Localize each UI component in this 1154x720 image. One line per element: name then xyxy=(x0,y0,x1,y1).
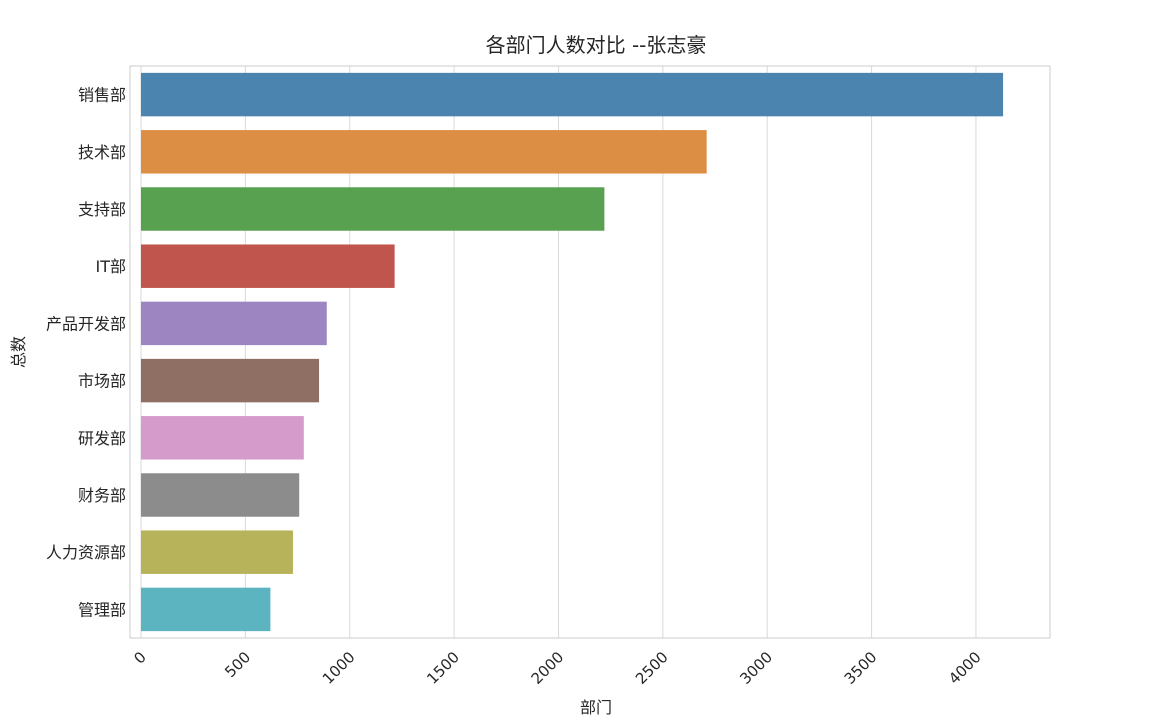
bar xyxy=(141,358,320,403)
x-tick-label: 4000 xyxy=(945,648,985,688)
bar xyxy=(141,244,395,288)
bar-layer xyxy=(141,72,1004,632)
category-label: 人力资源部 xyxy=(46,543,126,562)
category-label: 管理部 xyxy=(78,600,126,619)
category-label: 市场部 xyxy=(78,372,126,391)
x-tick-label: 0 xyxy=(130,648,149,667)
bar xyxy=(141,473,300,517)
x-tick-label: 1000 xyxy=(319,648,359,688)
x-axis-label: 部门 xyxy=(580,698,612,717)
category-label: 财务部 xyxy=(78,486,126,505)
bar xyxy=(141,72,1004,117)
bar xyxy=(141,130,707,174)
category-label: 支持部 xyxy=(78,200,126,219)
bar xyxy=(141,301,327,346)
category-label: 技术部 xyxy=(78,143,126,162)
bar xyxy=(141,187,605,231)
bar xyxy=(141,416,304,460)
category-label: 研发部 xyxy=(78,429,126,448)
x-tick-labels: 0 500 1000 1500 2000 2500 3000 3500 4000 xyxy=(130,648,984,688)
bar xyxy=(141,587,271,632)
x-tick-label: 2500 xyxy=(632,648,672,688)
category-label: 销售部 xyxy=(78,86,126,105)
x-tick-label: 2000 xyxy=(528,648,568,688)
category-label: IT部 xyxy=(96,257,127,276)
x-tick-label: 3000 xyxy=(736,648,776,688)
x-tick-label: 1500 xyxy=(423,648,463,688)
bar xyxy=(141,530,293,574)
chart-title: 各部门人数对比 --张志豪 xyxy=(486,33,707,57)
x-tick-label: 500 xyxy=(221,648,254,681)
y-axis-label: 总数 xyxy=(9,336,28,368)
category-label: 产品开发部 xyxy=(46,314,126,333)
x-tick-label: 3500 xyxy=(841,648,881,688)
plot-frame xyxy=(129,65,1051,639)
